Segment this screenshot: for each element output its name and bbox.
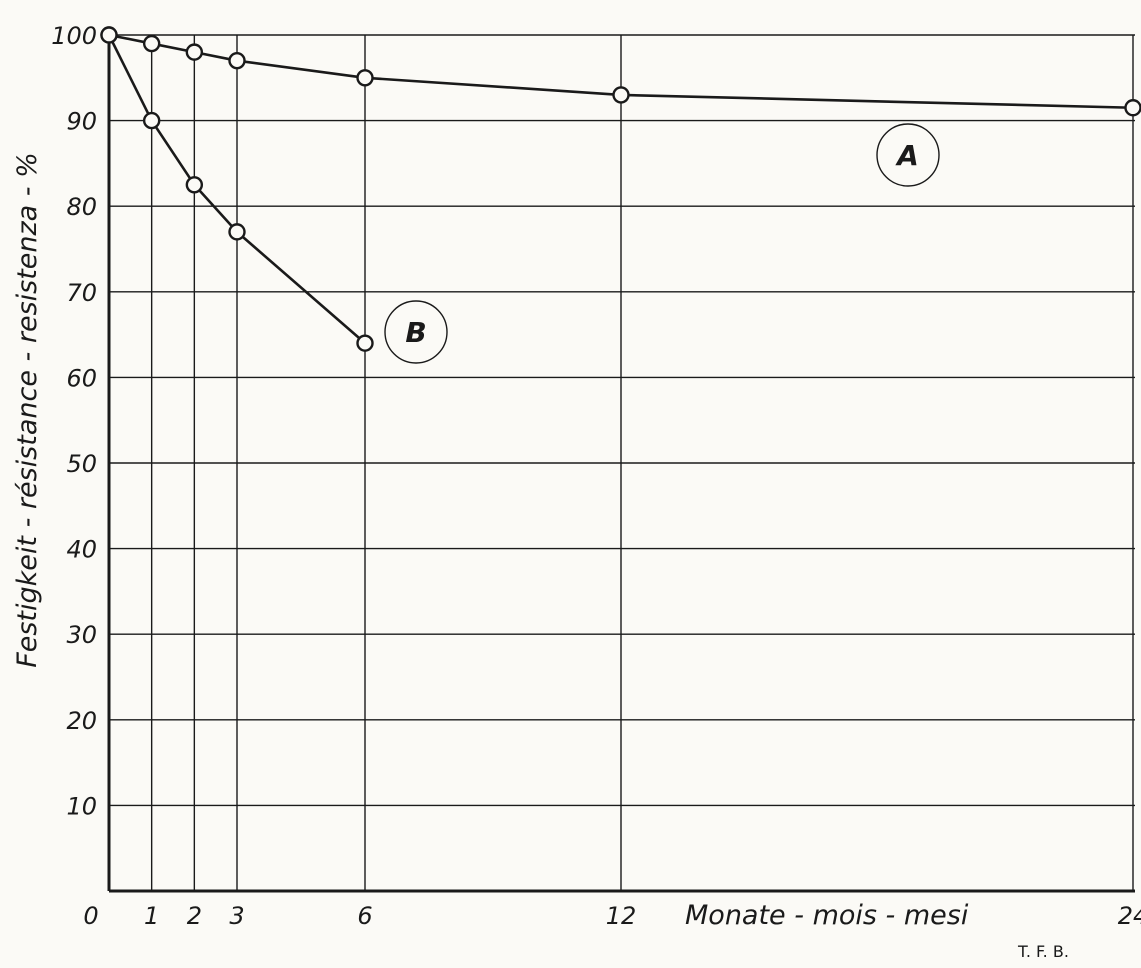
series-A-point-24	[1124, 99, 1141, 117]
y-axis-label: Festigkeit - résistance - resistenza - %	[12, 152, 43, 668]
y-tick-label-20: 20	[66, 707, 97, 735]
x-axis-label: Monate - mois - mesi	[685, 900, 969, 931]
x-tick-label-2: 2	[187, 902, 202, 930]
x-tick-label-6: 6	[357, 902, 372, 930]
series-A-point-3	[228, 51, 246, 70]
labels: Festigkeit - résistance - resistenza - %…	[12, 123, 1069, 961]
y-tick-label-90: 90	[66, 108, 97, 136]
y-tick-label-100: 100	[51, 22, 97, 50]
y-tick-label-50: 50	[66, 450, 97, 478]
series-A-point-1	[142, 34, 161, 53]
series-B-point-6	[356, 334, 374, 352]
series-label-circle-A	[876, 123, 940, 187]
x-tick-label-3: 3	[229, 902, 244, 930]
y-tick-label-70: 70	[66, 279, 97, 307]
series	[100, 26, 1141, 352]
x-tick-label-1: 1	[144, 902, 159, 930]
tick-labels: 102030405060708090100012361224	[51, 22, 1141, 930]
credit-label: T. F. B.	[1017, 942, 1069, 961]
y-tick-label-80: 80	[66, 193, 97, 221]
series-label-A: A	[895, 139, 919, 172]
series-A-point-6	[356, 69, 374, 87]
series-label-B: B	[405, 316, 426, 349]
y-tick-label-30: 30	[66, 621, 97, 649]
series-B-point-3	[228, 223, 246, 241]
grid	[109, 34, 1135, 891]
x-tick-label-12: 12	[606, 902, 637, 930]
series-B-point-1	[142, 111, 161, 130]
series-B-point-2	[185, 176, 204, 194]
series-A-point-12	[612, 86, 630, 104]
series-label-circle-B	[384, 300, 448, 364]
series-B-point-0	[100, 26, 118, 44]
series-A-point-2	[185, 43, 204, 61]
x-tick-label-0: 0	[83, 902, 98, 930]
y-tick-label-40: 40	[66, 536, 97, 564]
x-tick-label-24: 24	[1118, 902, 1141, 930]
y-tick-label-60: 60	[66, 364, 97, 392]
axes	[107, 35, 1135, 893]
y-tick-label-10: 10	[66, 792, 97, 820]
